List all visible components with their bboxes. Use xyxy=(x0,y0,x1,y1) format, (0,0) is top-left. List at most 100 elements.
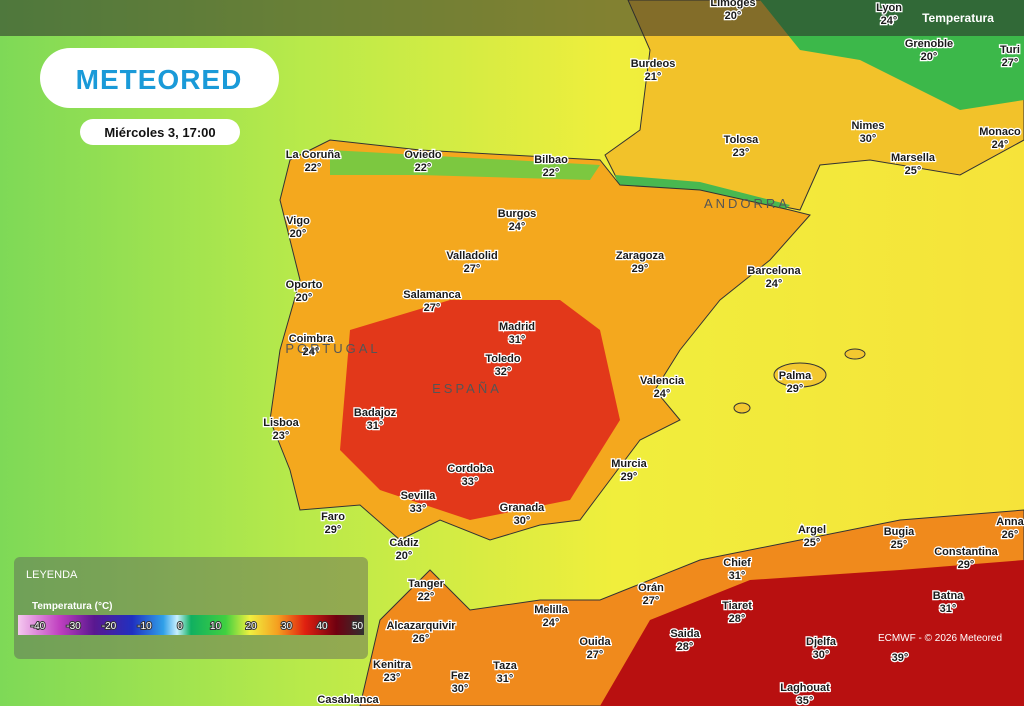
city-name: Burdeos xyxy=(631,58,676,70)
city-name: Fez xyxy=(451,670,470,682)
city-name: Bugia xyxy=(884,526,915,538)
city-temp: 20° xyxy=(396,550,413,562)
city-name: Valladolid xyxy=(446,250,497,262)
city-temp: 27° xyxy=(424,302,441,314)
logo-box xyxy=(40,48,279,108)
city-name: Batna xyxy=(933,590,964,602)
city-temp: 30° xyxy=(452,683,469,695)
city-name: Nimes xyxy=(851,120,884,132)
city-temp: 25° xyxy=(905,165,922,177)
city-temp: 31° xyxy=(497,673,514,685)
city-temp: 20° xyxy=(725,10,742,22)
city-temp: 29° xyxy=(325,524,342,536)
city-name: Kenitra xyxy=(373,659,412,671)
legend-tick: 0 xyxy=(177,621,183,632)
city-temp: 23° xyxy=(733,147,750,159)
city-temp: 31° xyxy=(940,603,957,615)
city-temp: 31° xyxy=(509,334,526,346)
city-name: Anna xyxy=(996,516,1024,528)
city-name: Argel xyxy=(798,524,826,536)
city-temp: 24° xyxy=(509,221,526,233)
city-temp: 24° xyxy=(881,15,898,27)
city-name: Murcia xyxy=(611,458,647,470)
city-name: La Coruña xyxy=(286,149,341,161)
hot-africa xyxy=(600,560,1024,706)
legend-tick: 40 xyxy=(316,621,328,632)
city-name: Cádiz xyxy=(389,537,419,549)
city-temp: 25° xyxy=(891,539,908,551)
date-box xyxy=(80,119,240,145)
city-temp: 24° xyxy=(992,139,1009,151)
city-temp: 32° xyxy=(495,366,512,378)
mallorca xyxy=(773,362,827,388)
city-name: Tiaret xyxy=(722,600,752,612)
city-name: Salamanca xyxy=(403,289,461,301)
city-name: Palma xyxy=(779,370,812,382)
city-temp: 29° xyxy=(632,263,649,275)
city-temp: 24° xyxy=(303,346,320,358)
city-temp: 39° xyxy=(892,652,909,664)
legend-tick: 30 xyxy=(281,621,293,632)
city-temp: 29° xyxy=(787,383,804,395)
city-name: Toledo xyxy=(485,353,521,365)
city-temp: 28° xyxy=(729,613,746,625)
city-name: Coimbra xyxy=(289,333,335,345)
city-name: Saida xyxy=(670,628,700,640)
city-name: Sevilla xyxy=(401,490,437,502)
city-name: Grenoble xyxy=(905,38,953,50)
city-temp: 21° xyxy=(645,71,662,83)
top-bar xyxy=(0,0,1024,36)
region-name: PORTUGAL xyxy=(285,341,380,356)
city-name: Bilbao xyxy=(534,154,568,166)
city-temp: 29° xyxy=(621,471,638,483)
city-name: Taza xyxy=(493,660,518,672)
city-name: Tolosa xyxy=(724,134,760,146)
city-temp: 27° xyxy=(1002,57,1019,69)
city-temp: 27° xyxy=(587,649,604,661)
city-temp: 27° xyxy=(464,263,481,275)
city-name: Cordoba xyxy=(447,463,493,475)
city-name: Chief xyxy=(723,557,751,569)
legend-tick: -40 xyxy=(31,621,46,632)
city-name: Monaco xyxy=(979,126,1021,138)
city-name: Orán xyxy=(638,582,664,594)
city-name: Barcelona xyxy=(747,265,801,277)
legend-tick: 50 xyxy=(352,621,364,632)
city-name: Casablanca xyxy=(317,694,379,706)
city-temp: 31° xyxy=(729,570,746,582)
city-temp: 26° xyxy=(1002,529,1019,541)
city-name: Tanger xyxy=(408,578,445,590)
city-temp: 20° xyxy=(921,51,938,63)
hot-core xyxy=(340,300,620,520)
credit: ECMWF - © 2026 Meteored xyxy=(878,633,1002,644)
ibiza xyxy=(733,402,751,414)
city-temp: 33° xyxy=(410,503,427,515)
logo: METEORED xyxy=(76,64,243,95)
city-temp: 24° xyxy=(766,278,783,290)
legend-ticks: -40 -30 -20 -10 0 10 20 30 40 50 xyxy=(30,620,365,633)
city-name: Alcazarquivir xyxy=(386,620,456,632)
legend-subtitle: Temperatura (°C) xyxy=(32,601,113,612)
city-temp: 22° xyxy=(543,167,560,179)
city-temp: 31° xyxy=(367,420,384,432)
city-name: Limoges xyxy=(710,0,755,9)
city-temp: 35° xyxy=(797,695,814,706)
city-temp: 24° xyxy=(543,617,560,629)
city-name: Lisboa xyxy=(263,417,299,429)
legend-tick: 10 xyxy=(210,621,222,632)
city-temp: 25° xyxy=(804,537,821,549)
city-temp: 30° xyxy=(813,649,830,661)
legend-tick: 20 xyxy=(245,621,257,632)
city-name: Laghouat xyxy=(780,682,830,694)
city-name: Burgos xyxy=(498,208,537,220)
region-name: ESPAÑA xyxy=(432,381,502,396)
city-temp: 26° xyxy=(413,633,430,645)
city-temp: 23° xyxy=(384,672,401,684)
city-temp: 28° xyxy=(677,641,694,653)
labels: Limoges20°Lyon24°Grenoble20°Turi27°Burde… xyxy=(262,0,1024,708)
city-name: Faro xyxy=(321,511,345,523)
city-temp: 22° xyxy=(418,591,435,603)
city-temp: 30° xyxy=(514,515,531,527)
city-name: Oviedo xyxy=(404,149,442,161)
city-temp: 20° xyxy=(296,292,313,304)
